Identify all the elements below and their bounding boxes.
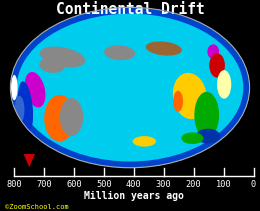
Ellipse shape bbox=[104, 45, 135, 60]
Ellipse shape bbox=[196, 129, 220, 143]
Text: Continental Drift: Continental Drift bbox=[56, 2, 204, 17]
Ellipse shape bbox=[194, 92, 219, 138]
Ellipse shape bbox=[39, 58, 65, 73]
Ellipse shape bbox=[207, 44, 219, 59]
Ellipse shape bbox=[18, 81, 33, 132]
Text: 300: 300 bbox=[156, 180, 172, 189]
Text: 400: 400 bbox=[126, 180, 142, 189]
Text: ©ZoomSchool.com: ©ZoomSchool.com bbox=[5, 204, 69, 210]
Ellipse shape bbox=[133, 136, 156, 147]
Ellipse shape bbox=[25, 72, 46, 107]
Ellipse shape bbox=[181, 133, 204, 144]
Ellipse shape bbox=[217, 70, 231, 99]
Polygon shape bbox=[23, 154, 35, 167]
Text: 700: 700 bbox=[36, 180, 52, 189]
Text: 100: 100 bbox=[216, 180, 231, 189]
Ellipse shape bbox=[60, 98, 83, 136]
Ellipse shape bbox=[173, 73, 207, 119]
Text: 200: 200 bbox=[186, 180, 202, 189]
Text: Million years ago: Million years ago bbox=[84, 191, 184, 201]
Ellipse shape bbox=[11, 75, 18, 100]
Ellipse shape bbox=[173, 91, 183, 112]
Text: 800: 800 bbox=[6, 180, 22, 189]
Ellipse shape bbox=[209, 53, 225, 78]
Ellipse shape bbox=[15, 96, 24, 123]
Ellipse shape bbox=[44, 95, 75, 141]
Text: 0: 0 bbox=[251, 180, 256, 189]
Text: 500: 500 bbox=[96, 180, 112, 189]
Ellipse shape bbox=[146, 41, 182, 56]
Ellipse shape bbox=[10, 7, 250, 168]
Ellipse shape bbox=[40, 47, 85, 67]
Text: 600: 600 bbox=[66, 180, 82, 189]
